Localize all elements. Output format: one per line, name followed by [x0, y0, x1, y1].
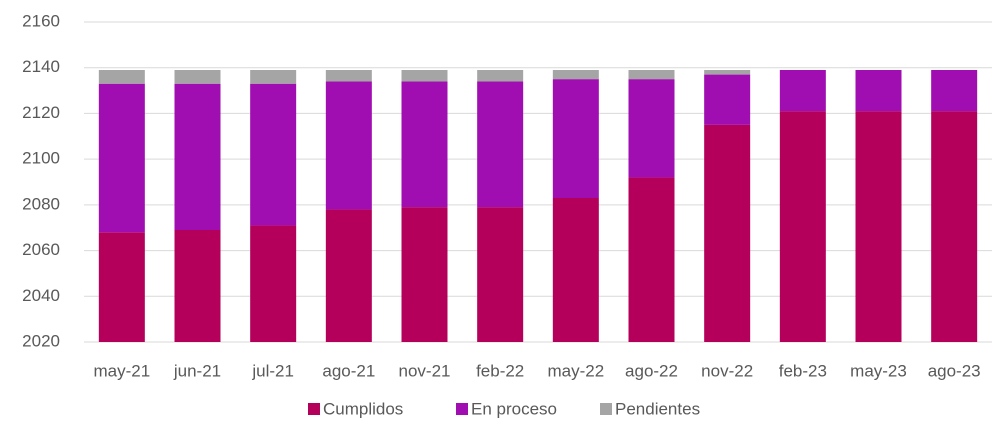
bar-segment	[401, 70, 448, 82]
x-tick-label: jun-21	[173, 361, 221, 380]
x-tick-label: ago-22	[625, 361, 678, 380]
legend-label: Pendientes	[615, 399, 700, 418]
bar-segment	[704, 124, 751, 342]
bar-segment	[477, 70, 524, 82]
y-tick-label: 2100	[22, 149, 60, 168]
bar-segment	[325, 81, 372, 210]
bar-segment	[704, 70, 751, 75]
x-tick-label: feb-22	[476, 361, 524, 380]
bar-segment	[174, 70, 221, 84]
bar-segment	[477, 81, 524, 208]
bar-segment	[628, 177, 675, 342]
bar-segment	[552, 198, 599, 342]
x-tick-label: nov-21	[399, 361, 451, 380]
bar-segment	[704, 74, 751, 125]
y-tick-label: 2160	[22, 11, 60, 30]
bar-segment	[779, 111, 826, 343]
bar-segment	[174, 83, 221, 230]
x-tick-label: nov-22	[701, 361, 753, 380]
legend-label: En proceso	[471, 399, 557, 418]
x-tick-label: jul-21	[251, 361, 294, 380]
y-tick-label: 2080	[22, 194, 60, 213]
bar-segment	[401, 207, 448, 342]
y-tick-label: 2120	[22, 103, 60, 122]
y-tick-label: 2020	[22, 331, 60, 350]
bar-segment	[477, 207, 524, 342]
bar-segment	[779, 70, 826, 112]
bar-segment	[325, 70, 372, 82]
bar-segment	[628, 70, 675, 80]
legend-swatch	[600, 403, 612, 415]
bar-segment	[552, 70, 599, 80]
bar-segment	[325, 209, 372, 342]
bar-segment	[855, 70, 902, 112]
bar-segment	[855, 111, 902, 343]
x-tick-label: may-21	[93, 361, 150, 380]
bar-segment	[98, 70, 145, 84]
bar-segment	[628, 79, 675, 178]
bar-segment	[174, 230, 221, 342]
x-tick-label: may-22	[547, 361, 604, 380]
bar-segment	[931, 111, 978, 343]
y-tick-label: 2140	[22, 57, 60, 76]
legend-swatch	[308, 403, 320, 415]
y-tick-label: 2060	[22, 240, 60, 259]
bar-segment	[250, 70, 297, 84]
bar-segment	[931, 70, 978, 112]
bar-segment	[250, 83, 297, 226]
bar-segment	[98, 83, 145, 233]
bar-segment	[552, 79, 599, 198]
legend-label: Cumplidos	[323, 399, 403, 418]
bar-segment	[98, 232, 145, 342]
x-tick-label: may-23	[850, 361, 907, 380]
x-tick-label: feb-23	[779, 361, 827, 380]
x-tick-label: ago-23	[928, 361, 981, 380]
y-tick-label: 2040	[22, 286, 60, 305]
x-tick-label: ago-21	[322, 361, 375, 380]
bar-segment	[401, 81, 448, 208]
bar-segment	[250, 225, 297, 342]
legend-swatch	[456, 403, 468, 415]
